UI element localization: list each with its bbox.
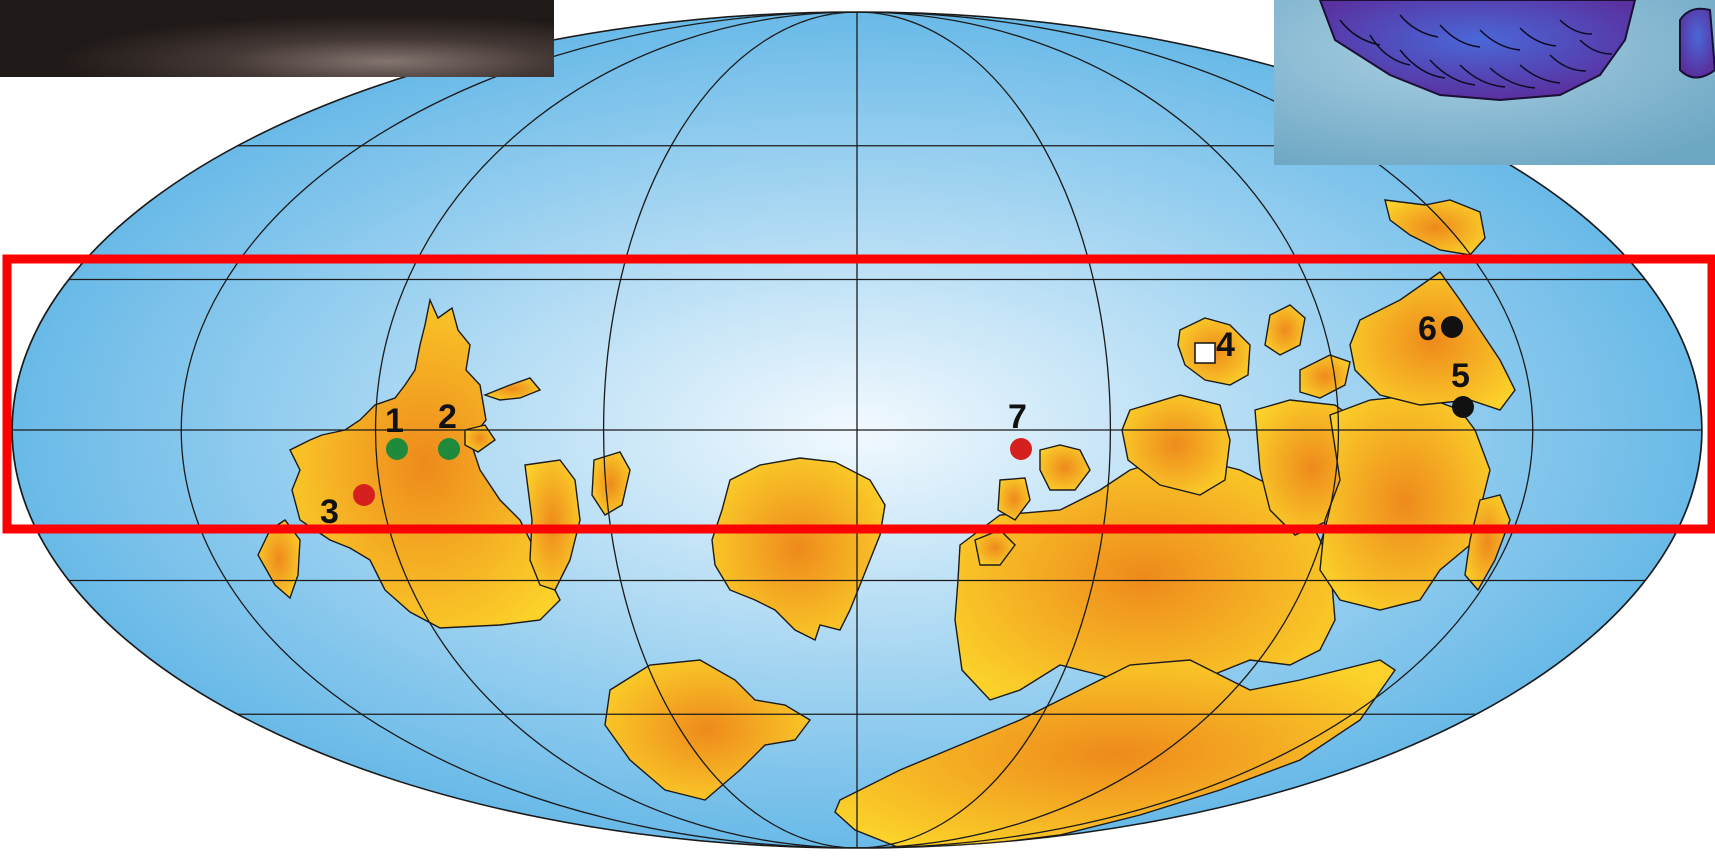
site-label-2: 2 — [438, 398, 457, 436]
graticule-meridian — [856, 12, 1534, 848]
site-label-1: 1 — [385, 402, 404, 440]
landmass-east-island-i — [997, 477, 1031, 521]
landmass-west-island-e — [464, 424, 496, 453]
site-label-5: 5 — [1451, 357, 1470, 395]
site-label-6: 6 — [1418, 310, 1437, 348]
graticule-meridian — [856, 12, 1702, 848]
landmass-east-coast-k — [1464, 494, 1511, 592]
fossil-scales-illustration — [1274, 0, 1715, 165]
site-marker-2 — [438, 438, 460, 460]
graticule-meridian — [374, 12, 858, 848]
site-marker-4 — [1194, 342, 1216, 364]
continents — [257, 199, 1516, 848]
site-label-3: 3 — [320, 493, 339, 531]
landmass-east-block-a — [1121, 394, 1231, 496]
site-label-4: 4 — [1216, 326, 1235, 364]
landmass-east-island-h — [1039, 444, 1091, 491]
site-marker-5 — [1452, 396, 1474, 418]
landmass-east-main — [954, 454, 1336, 701]
graticule-meridian — [856, 12, 1340, 848]
site-label-7: 7 — [1008, 398, 1027, 436]
landmass-south — [604, 659, 812, 801]
landmass-central — [711, 457, 886, 641]
graticule-meridian — [856, 12, 1112, 848]
landmass-east-island-g — [1299, 354, 1351, 399]
landmass-west-island-c — [591, 451, 631, 516]
rock-surface-photo — [0, 0, 554, 77]
site-marker-3 — [353, 484, 375, 506]
graticule-meridian — [602, 12, 858, 848]
site-marker-7 — [1010, 438, 1032, 460]
landmass-east-island-f — [1264, 304, 1306, 356]
highlight-box — [2, 254, 1715, 534]
site-marker-1 — [386, 438, 408, 460]
site-marker-6 — [1441, 316, 1463, 338]
landmass-west — [289, 297, 561, 629]
site-markers: 1 2 3 4 5 6 7 — [320, 310, 1474, 531]
landmass-east-north — [1349, 271, 1516, 411]
landmass-west-island-d — [482, 377, 542, 401]
